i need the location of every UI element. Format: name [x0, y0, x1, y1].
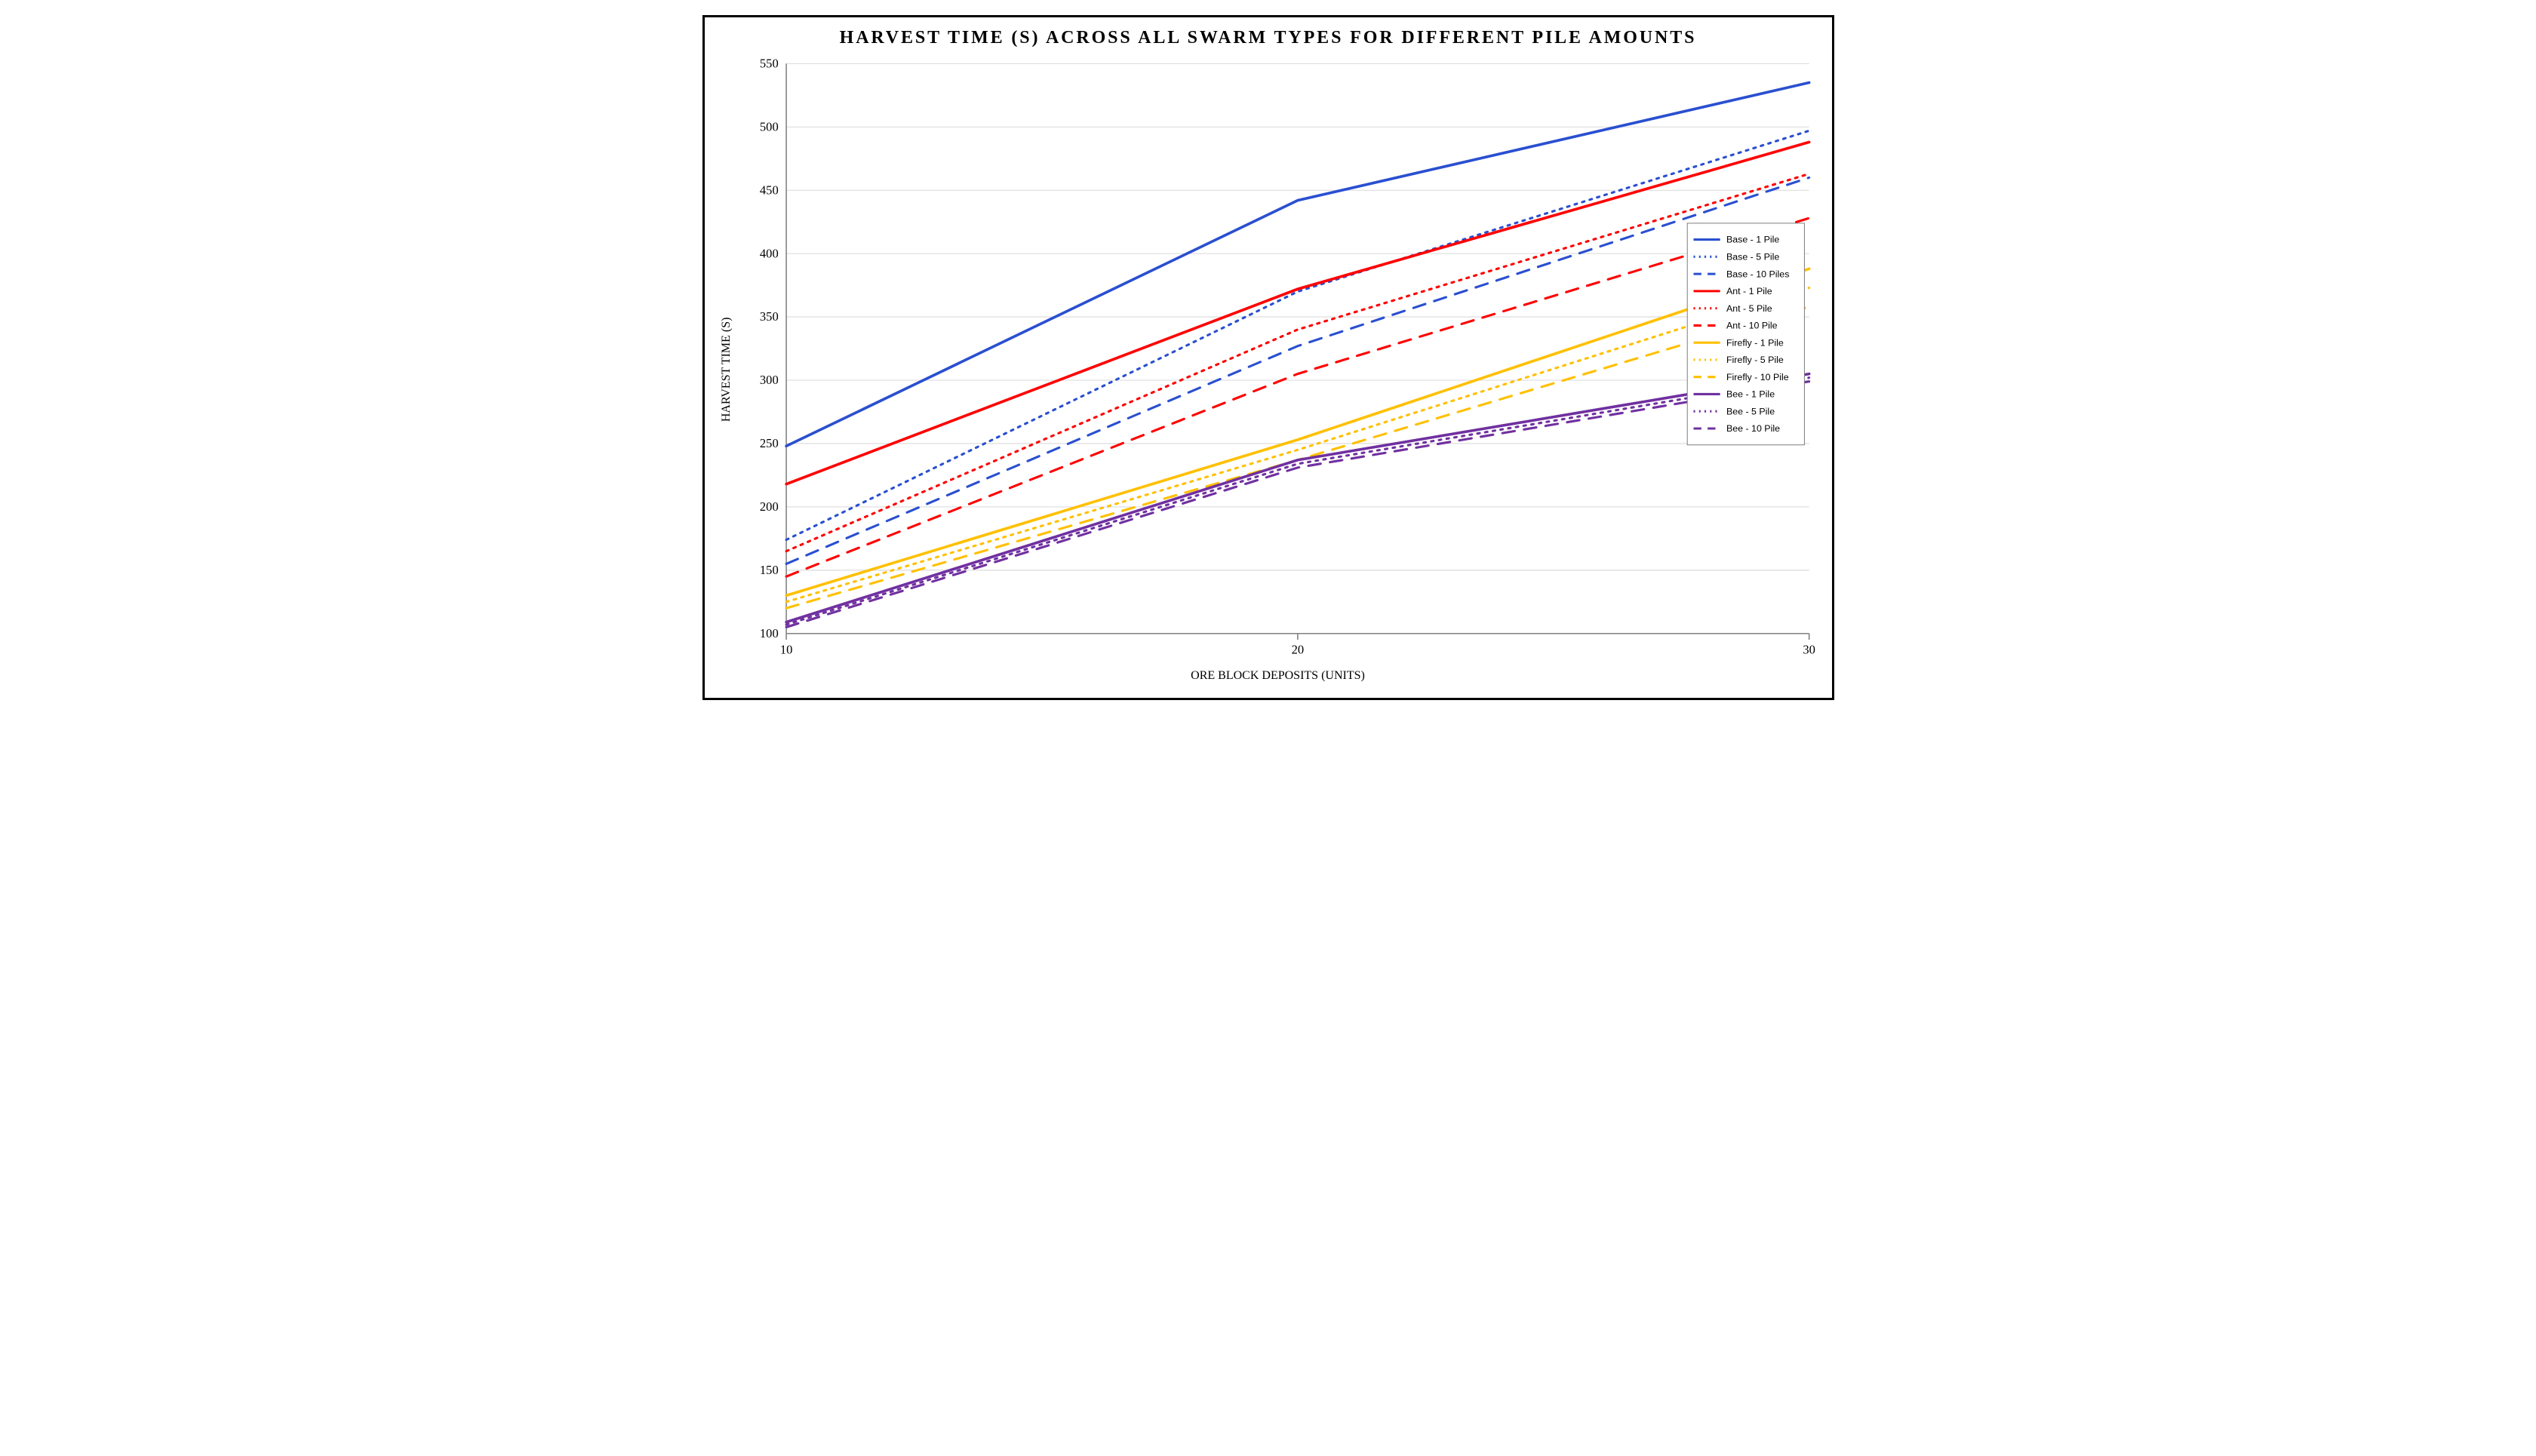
plot-wrap: HARVEST TIME (S) 100 150 200 250 300 350 400 45… — [720, 56, 1817, 683]
y-tick-label: 300 — [759, 373, 778, 387]
y-tick-label: 100 — [759, 626, 778, 640]
plot-and-x: 100 150 200 250 300 350 400 450 500 550 10 20 30 Base… — [739, 56, 1817, 683]
legend-label-4: Ant - 5 Pile — [1726, 303, 1772, 314]
legend-label-8: Firefly - 10 Pile — [1726, 372, 1788, 382]
legend-label-9: Bee - 1 Pile — [1726, 389, 1774, 400]
legend-label-11: Bee - 10 Pile — [1726, 423, 1779, 434]
plot-background — [739, 56, 1817, 665]
legend-label-6: Firefly - 1 Pile — [1726, 337, 1783, 348]
legend-label-7: Firefly - 5 Pile — [1726, 355, 1783, 365]
y-tick-label: 400 — [759, 246, 778, 260]
y-tick-label: 350 — [759, 309, 778, 324]
x-axis-label: ORE BLOCK DEPOSITS (UNITS) — [739, 669, 1817, 683]
legend: Base - 1 Pile Base - 5 Pile Base - 10 Pile… — [1687, 223, 1804, 445]
y-tick-label: 550 — [759, 57, 778, 71]
y-tick-label: 200 — [759, 499, 778, 514]
legend-label-5: Ant - 10 Pile — [1726, 321, 1777, 331]
legend-label-1: Base - 5 Pile — [1726, 251, 1778, 262]
chart-title: HARVEST TIME (S) ACROSS ALL SWARM TYPES … — [720, 28, 1817, 48]
legend-label-2: Base - 10 Piles — [1726, 269, 1788, 279]
y-tick-label: 250 — [759, 436, 778, 450]
x-tick-label: 30 — [1803, 643, 1815, 657]
chart-frame: HARVEST TIME (S) ACROSS ALL SWARM TYPES … — [702, 15, 1834, 700]
y-tick-label: 150 — [759, 563, 778, 577]
y-tick-label: 500 — [759, 119, 778, 134]
chart-svg: 100 150 200 250 300 350 400 450 500 550 10 20 30 Base… — [739, 56, 1817, 665]
legend-label-10: Bee - 5 Pile — [1726, 406, 1774, 416]
legend-label-0: Base - 1 Pile — [1726, 235, 1778, 245]
x-tick-label: 10 — [779, 643, 792, 657]
x-tick-label: 20 — [1291, 643, 1304, 657]
y-tick-label: 450 — [759, 183, 778, 197]
y-axis-label: HARVEST TIME (S) — [720, 56, 733, 683]
legend-label-3: Ant - 1 Pile — [1726, 286, 1772, 296]
